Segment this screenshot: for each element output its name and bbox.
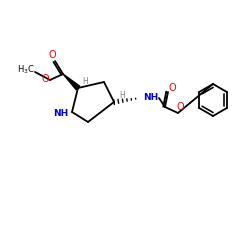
Text: NH: NH (144, 92, 159, 102)
Text: H: H (119, 92, 125, 100)
Text: O: O (41, 74, 49, 84)
Text: H: H (82, 76, 88, 86)
Text: O: O (168, 83, 176, 93)
Polygon shape (63, 74, 80, 90)
Text: O: O (48, 50, 56, 60)
Text: O: O (176, 102, 184, 112)
Text: NH: NH (54, 108, 68, 118)
Text: H$_3$C: H$_3$C (17, 64, 35, 76)
